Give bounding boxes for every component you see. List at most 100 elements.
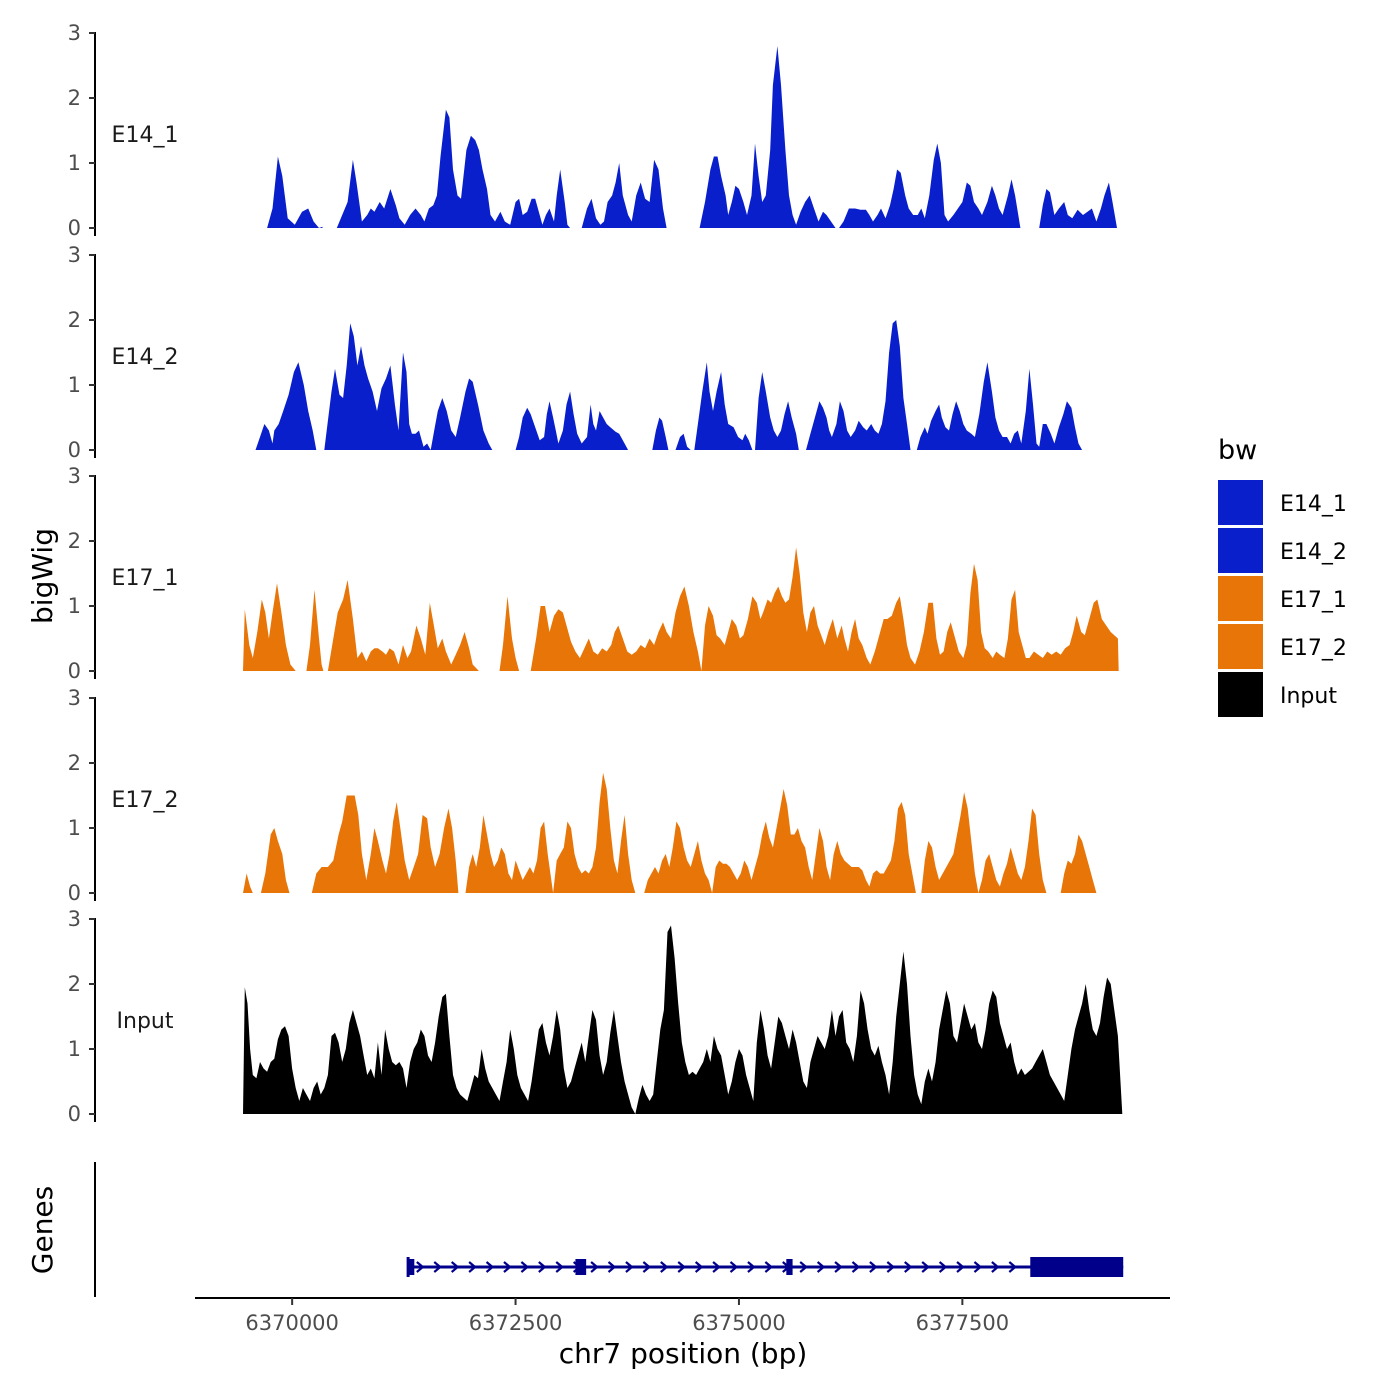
strand-arrow [625, 1261, 634, 1273]
signal-area [701, 547, 1119, 671]
legend-label: E14_2 [1280, 540, 1347, 565]
strand-arrow [851, 1261, 861, 1273]
signal-area [675, 433, 691, 450]
y-tick-label: 1 [68, 373, 81, 397]
exon [1030, 1257, 1124, 1277]
signal-area [694, 362, 753, 450]
strand-arrow [869, 1261, 878, 1273]
strand-arrow [712, 1261, 721, 1273]
signal-area [260, 828, 290, 893]
signal-area [712, 789, 916, 893]
legend-label: Input [1280, 684, 1337, 709]
signal-area [806, 320, 911, 450]
strand-arrow [938, 1261, 948, 1273]
legend-swatch [1218, 624, 1263, 669]
x-tick-label: 6375000 [692, 1311, 786, 1335]
signal-area [699, 46, 836, 228]
strand-arrow [468, 1261, 477, 1273]
strand-arrow [956, 1261, 965, 1273]
signal-area [839, 143, 1021, 228]
legend-label: E17_2 [1280, 636, 1347, 661]
track-label: Input [117, 1009, 174, 1034]
y-tick-label: 1 [68, 594, 81, 618]
strand-arrow [660, 1261, 669, 1273]
signal-area [652, 417, 669, 450]
legend-label: E17_1 [1280, 588, 1347, 613]
y-tick-label: 2 [68, 529, 81, 553]
track-Input: 0 1 2 3 Input [68, 907, 1123, 1126]
signal-area [336, 109, 571, 228]
strand-arrow [816, 1261, 826, 1273]
signal-area [327, 580, 479, 671]
signal-area [515, 391, 629, 450]
exon [408, 1259, 415, 1275]
legend-swatch [1218, 528, 1263, 573]
strand-arrow [642, 1261, 652, 1273]
y-tick-label: 2 [68, 751, 81, 775]
signal-area [921, 792, 979, 893]
legend-swatch [1218, 672, 1263, 717]
y-tick-label: 0 [68, 1102, 81, 1126]
strand-arrow [764, 1261, 774, 1273]
strand-arrow [555, 1261, 564, 1273]
signal-tracks: 0 1 2 3 E14_1 0 1 2 3 E14_2 0 1 2 3 E17_1 0 1 2 3 E17_2 0 1 2 3… [68, 21, 1123, 1126]
track-label: E14_2 [112, 345, 179, 370]
x-tick-label: 6372500 [469, 1311, 563, 1335]
signal-area [255, 362, 317, 450]
track-E14_1: 0 1 2 3 E14_1 [68, 21, 1117, 240]
signal-area [635, 925, 1123, 1114]
strand-arrow [834, 1261, 843, 1273]
legend-title: bw [1218, 435, 1257, 466]
y-tick-label: 3 [68, 243, 81, 267]
y-tick-label: 3 [68, 464, 81, 488]
strand-arrow [607, 1261, 617, 1273]
gene-track: Zfp78 [94, 1162, 1124, 1297]
strand-arrow [729, 1261, 739, 1273]
strand-arrow [694, 1261, 704, 1273]
strand-arrow [450, 1261, 460, 1273]
signal-area [978, 808, 1047, 893]
signal-area [243, 873, 253, 893]
strand-arrow [520, 1261, 530, 1273]
signal-area [243, 987, 636, 1114]
signal-area [243, 583, 296, 671]
strand-arrow [973, 1261, 983, 1273]
strand-arrow [904, 1261, 913, 1273]
signal-area [267, 156, 323, 228]
legend-swatch [1218, 576, 1263, 621]
y-tick-label: 3 [68, 686, 81, 710]
y-tick-label: 0 [68, 881, 81, 905]
x-axis: 6370000 6372500 6375000 6377500 [195, 1297, 1170, 1335]
y-tick-label: 2 [68, 86, 81, 110]
strand-arrow [538, 1261, 547, 1273]
strand-arrow [433, 1261, 442, 1273]
strand-arrow [485, 1261, 495, 1273]
signal-area [465, 815, 554, 893]
signal-area [553, 772, 636, 893]
signal-area [1039, 182, 1117, 228]
y-tick-label: 0 [68, 659, 81, 683]
signal-area [916, 362, 1083, 450]
strand-arrow [1008, 1261, 1018, 1273]
y-tick-label: 0 [68, 216, 81, 240]
strand-arrow [416, 1261, 425, 1273]
legend-swatch [1218, 480, 1263, 525]
x-tick-label: 6377500 [916, 1311, 1010, 1335]
legend-label: E14_1 [1280, 492, 1347, 517]
signal-area [311, 795, 459, 893]
y-tick-label: 3 [68, 907, 81, 931]
y-tick-label: 1 [68, 1037, 81, 1061]
y-tick-label: 1 [68, 151, 81, 175]
track-E14_2: 0 1 2 3 E14_2 [68, 243, 1083, 462]
genes-axis-title: Genes [26, 1186, 59, 1274]
strand-arrow [747, 1261, 756, 1273]
y-tick-label: 2 [68, 308, 81, 332]
signal-area [581, 159, 667, 228]
legend: bw E14_1 E14_2 E17_1 E17_2 Input [1218, 435, 1347, 717]
strand-arrow [590, 1261, 599, 1273]
y-tick-label: 0 [68, 438, 81, 462]
y-axis-title: bigWig [26, 528, 59, 624]
signal-area [530, 586, 702, 671]
y-tick-label: 1 [68, 816, 81, 840]
